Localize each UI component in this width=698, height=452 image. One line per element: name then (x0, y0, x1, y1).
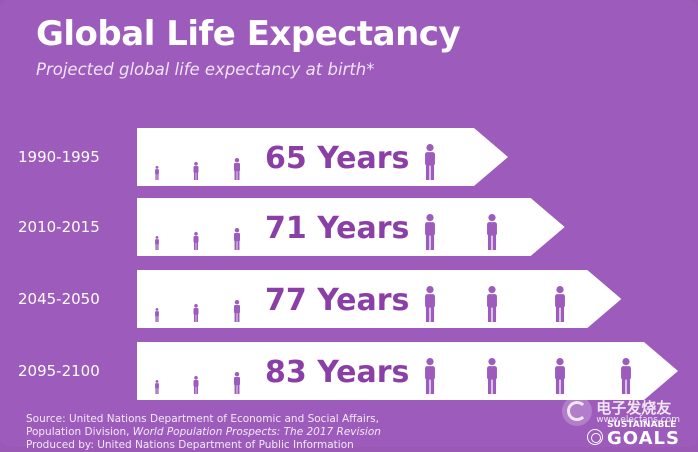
person-icon (155, 236, 159, 250)
sdg-text: SUSTAINABLE GOALS (607, 420, 680, 449)
period-label-2045-2050: 2045-2050 (18, 290, 100, 308)
source-division: Population Division, (26, 426, 130, 438)
elecfans-logo-icon (562, 396, 593, 426)
person-icon (193, 304, 199, 322)
person-icon (425, 144, 435, 180)
person-icon (487, 214, 497, 250)
person-icon (233, 228, 241, 250)
person-icon (155, 308, 159, 322)
person-icon (193, 232, 199, 250)
person-icon (487, 358, 497, 394)
sdg-sustainable: SUSTAINABLE (607, 420, 677, 430)
value-label-65: 65 Years (265, 141, 409, 176)
person-icon (193, 376, 199, 394)
sdg-goals: GOALS (607, 428, 680, 449)
source-publication: World Population Prospects: The 2017 Rev… (132, 426, 381, 438)
un-emblem-icon (587, 429, 604, 445)
period-label-1990-1995: 1990-1995 (18, 148, 100, 166)
person-icon (233, 372, 241, 394)
value-label-71: 71 Years (265, 211, 409, 246)
source-note: Source: United Nations Department of Eco… (26, 413, 466, 452)
watermark-chinese: 电子发烧友 (596, 399, 672, 417)
person-icon (233, 158, 241, 180)
person-icon (233, 300, 241, 322)
sdg-logo: SUSTAINABLE GOALS (587, 421, 680, 448)
person-icon (555, 358, 565, 394)
source-line-1: Source: United Nations Department of Eco… (26, 413, 379, 425)
chart-title: Global Life Expectancy (36, 14, 461, 54)
bar-1990-1995 (137, 128, 508, 186)
value-label-77: 77 Years (265, 283, 409, 318)
watermark-url: www.elecfans.com (596, 415, 680, 425)
bar-2045-2050 (137, 270, 622, 328)
bar-2010-2015 (137, 198, 565, 256)
person-icon (425, 358, 435, 394)
person-icon (555, 286, 565, 322)
person-icon (155, 380, 159, 394)
chart-subtitle: Projected global life expectancy at birt… (36, 60, 375, 79)
person-icon (425, 286, 435, 322)
source-line-3: Produced by: United Nations Department o… (26, 439, 354, 451)
bar-2095-2100 (137, 342, 678, 400)
elecfans-watermark: 电子发烧友 www.elecfans.com (562, 396, 680, 426)
person-icon (425, 214, 435, 250)
watermark-text: 电子发烧友 www.elecfans.com (596, 397, 680, 425)
person-icon (193, 162, 199, 180)
period-label-2095-2100: 2095-2100 (18, 362, 100, 380)
period-label-2010-2015: 2010-2015 (18, 218, 100, 236)
value-label-83: 83 Years (265, 355, 409, 390)
person-icon (621, 358, 631, 394)
person-icon (155, 166, 159, 180)
person-icon (487, 286, 497, 322)
source-line-2: Population Division, World Population Pr… (26, 426, 466, 439)
